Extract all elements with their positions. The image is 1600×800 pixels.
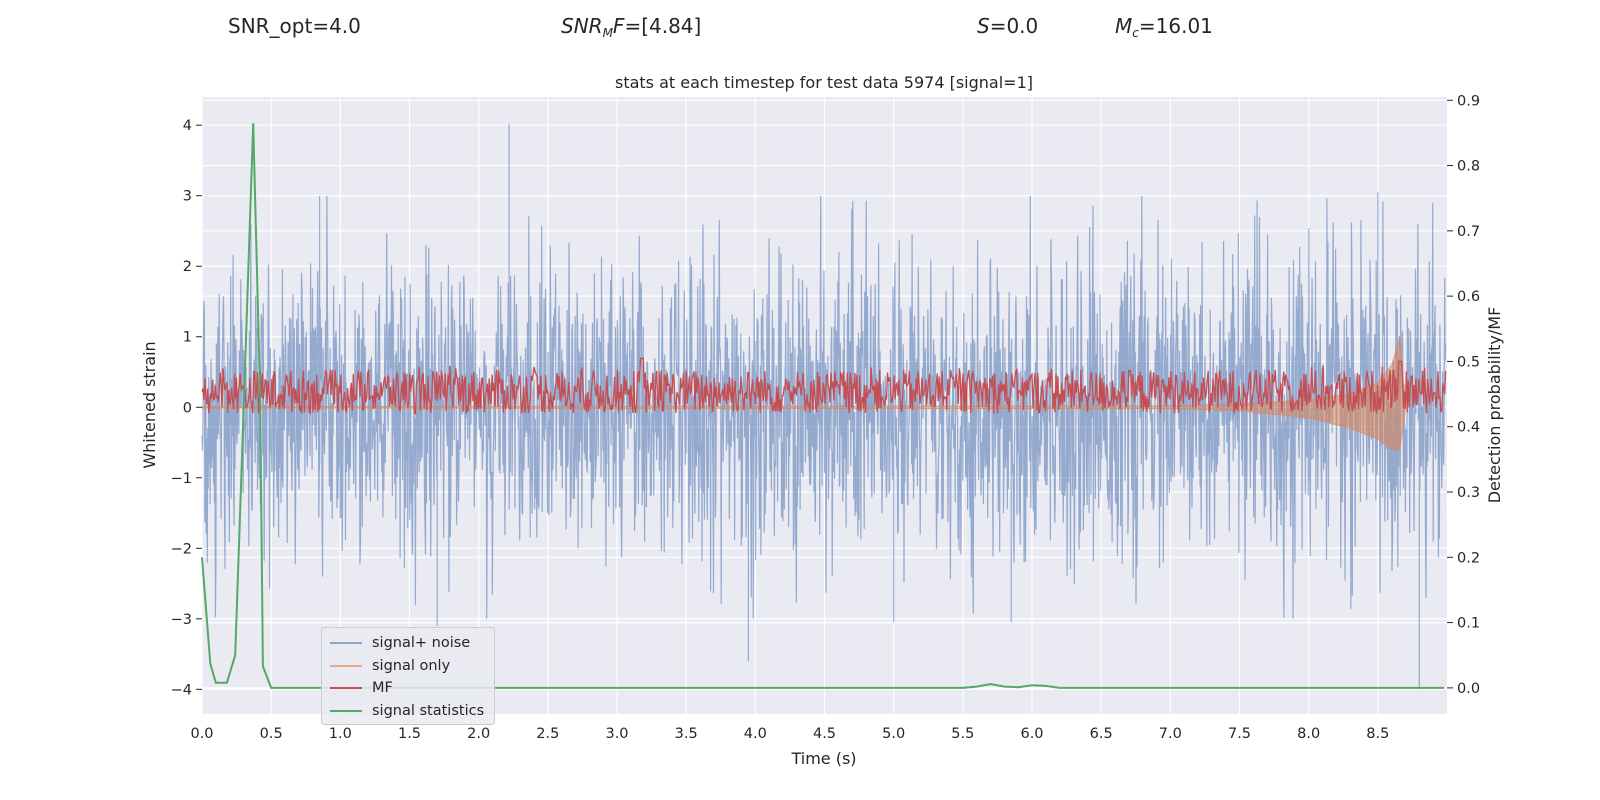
s-label: S=0.0 xyxy=(977,14,1039,38)
x-tick-label: 7.0 xyxy=(1159,726,1182,742)
x-tick-label: 4.5 xyxy=(813,726,836,742)
x-tick-label: 5.0 xyxy=(882,726,905,742)
y-tick-label: 3 xyxy=(183,189,192,205)
legend-swatch-signal-only xyxy=(330,664,362,667)
y2-tick-label: 0.0 xyxy=(1457,681,1480,697)
x-tick-label: 1.5 xyxy=(398,726,421,742)
legend-swatch-signal-noise xyxy=(330,642,362,645)
x-tick-label: 8.5 xyxy=(1366,726,1389,742)
chart-title: stats at each timestep for test data 597… xyxy=(615,73,1033,92)
y-tick-label: −1 xyxy=(171,471,192,487)
x-tick-label: 6.0 xyxy=(1020,726,1043,742)
y-axis-label: Whitened strain xyxy=(140,341,159,468)
signal-statistics-series xyxy=(201,123,1445,689)
x-tick-label: 1.0 xyxy=(329,726,352,742)
y-tick-label: 0 xyxy=(183,400,192,416)
legend-swatch-mf xyxy=(330,687,362,690)
y2-tick-label: 0.9 xyxy=(1457,93,1480,109)
legend-item-signal-only: signal only xyxy=(330,655,486,678)
y-tick-label: 2 xyxy=(183,259,192,275)
y2-tick-label: 0.7 xyxy=(1457,224,1480,240)
x-tick-label: 3.0 xyxy=(605,726,628,742)
mf-series xyxy=(201,357,1447,416)
x-tick-label: 3.5 xyxy=(675,726,698,742)
y-tick-label: 1 xyxy=(183,330,192,346)
x-tick-label: 2.0 xyxy=(467,726,490,742)
y-axis-ticks: −4 −3 −2 −1 0 1 2 3 4 xyxy=(171,118,202,698)
x-tick-label: 0.5 xyxy=(260,726,283,742)
y2-tick-label: 0.8 xyxy=(1457,159,1480,175)
legend-swatch-signal-statistics xyxy=(330,709,362,712)
x-tick-label: 6.5 xyxy=(1090,726,1113,742)
y2-tick-label: 0.4 xyxy=(1457,420,1480,436)
legend-item-signal-noise: signal+ noise xyxy=(330,632,486,655)
x-axis-ticks: 0.0 0.5 1.0 1.5 2.0 2.5 3.0 3.5 4.0 4.5 5.0 5.5 6.0 6… xyxy=(190,726,1389,742)
y-tick-label: −4 xyxy=(171,682,192,698)
y2-axis-label: Detection probability/MF xyxy=(1485,307,1504,504)
y2-tick-label: 0.5 xyxy=(1457,354,1480,370)
legend-item-mf: MF xyxy=(330,677,486,700)
x-tick-label: 7.5 xyxy=(1228,726,1251,742)
signal-noise-series xyxy=(201,123,1447,690)
y-tick-label: 4 xyxy=(183,118,192,134)
x-tick-label: 5.5 xyxy=(951,726,974,742)
x-tick-label: 8.0 xyxy=(1297,726,1320,742)
y2-tick-label: 0.6 xyxy=(1457,289,1480,305)
legend-item-signal-statistics: signal statistics xyxy=(330,700,486,723)
y-tick-label: −2 xyxy=(171,541,192,557)
legend: signal+ noise signal only MF signal stat… xyxy=(321,627,495,725)
y2-tick-label: 0.3 xyxy=(1457,485,1480,501)
x-tick-label: 0.0 xyxy=(190,726,213,742)
signal-statistics-line xyxy=(201,123,1445,689)
snr-opt-label: SNR_opt=4.0 xyxy=(228,14,361,38)
x-tick-label: 4.0 xyxy=(744,726,767,742)
signal-noise-line xyxy=(201,123,1447,690)
y-tick-label: −3 xyxy=(171,612,192,628)
x-axis-label: Time (s) xyxy=(790,749,856,768)
y2-tick-label: 0.2 xyxy=(1457,550,1480,566)
mf-line xyxy=(201,357,1447,416)
x-tick-label: 2.5 xyxy=(536,726,559,742)
snr-mf-label: SNRMF=[4.84] xyxy=(561,14,702,40)
mc-label: Mc=16.01 xyxy=(1115,14,1213,40)
y2-axis-ticks: 0.0 0.1 0.2 0.3 0.4 0.5 0.6 0.7 0.8 0.9 xyxy=(1447,93,1480,697)
y2-tick-label: 0.1 xyxy=(1457,616,1480,632)
